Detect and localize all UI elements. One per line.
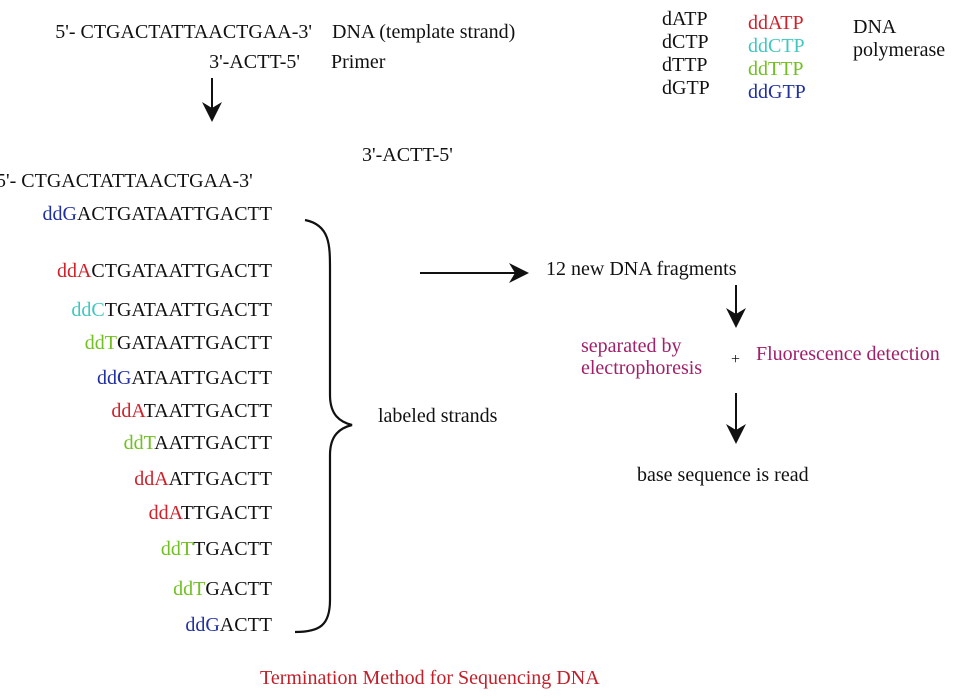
dideoxy-terminator: ddA (134, 468, 169, 490)
dideoxy-terminator: ddC (71, 299, 105, 321)
ddntp-item: ddGTP (748, 81, 806, 103)
fragment-row: ddTAATTGACTT (124, 433, 272, 453)
middle-template: 5'- CTGACTATTAACTGAA-3' (0, 170, 253, 192)
fragment-row: ddGACTT (185, 615, 272, 635)
plus-sign: + (731, 351, 741, 368)
fragment-sequence: TGACTT (193, 538, 272, 560)
fragment-row: ddTGACTT (173, 579, 272, 599)
fragment-sequence: ATAATTGACTT (131, 367, 272, 389)
dideoxy-terminator: ddA (111, 400, 144, 422)
fragment-sequence: CTGATAATTGACTT (91, 260, 272, 282)
fragment-row: ddTGATAATTGACTT (85, 333, 272, 353)
labeled-strands-label: labeled strands (378, 405, 498, 427)
fragment-row: ddACTGATAATTGACTT (57, 261, 272, 281)
ddntp-item: ddCTP (748, 35, 805, 57)
fragment-row: ddATTGACTT (149, 503, 272, 523)
brace (294, 218, 353, 634)
fragment-sequence: TAATTGACTT (143, 400, 272, 422)
separation-label-1: separated by (581, 335, 682, 357)
ddntp-item: ddTTP (748, 58, 804, 80)
primer-label: Primer (331, 51, 386, 73)
dideoxy-terminator: ddG (96, 367, 132, 389)
fragment-sequence: ATTGACTT (168, 468, 272, 490)
fragment-row: ddCTGATAATTGACTT (71, 300, 272, 320)
fragment-sequence: AATTGACTT (154, 432, 272, 454)
fluorescence-label: Fluorescence detection (756, 343, 940, 365)
fragment-row: ddGACTGATAATTGACTT (42, 204, 272, 224)
fragments-count-label: 12 new DNA fragments (546, 258, 737, 280)
enzyme-label-1: DNA (853, 16, 897, 38)
dideoxy-terminator: ddA (148, 502, 181, 524)
dideoxy-terminator: ddG (42, 203, 77, 225)
fragment-sequence: ACTGATAATTGACTT (76, 203, 272, 225)
ddntp-item: ddATP (748, 12, 804, 34)
result-label: base sequence is read (637, 464, 809, 486)
separation-label-2: electrophoresis (581, 357, 703, 379)
fragment-sequence: GACTT (205, 578, 272, 600)
figure-title: Termination Method for Sequencing DNA (260, 667, 600, 689)
dideoxy-terminator: ddT (173, 578, 206, 600)
dideoxy-terminator: ddA (56, 260, 92, 282)
fragment-sequence: TTGACTT (180, 502, 272, 524)
dideoxy-terminator: ddT (123, 432, 155, 454)
fragment-sequence: ACTT (219, 614, 272, 636)
fragment-sequence: GATAATTGACTT (116, 332, 272, 354)
enzyme-label-2: polymerase (853, 39, 946, 61)
fragment-row: ddAATTGACTT (134, 469, 272, 489)
dntp-item: dGTP (662, 77, 710, 99)
primer: 3'-ACTT-5' (209, 51, 300, 73)
dntp-item: dTTP (662, 54, 708, 76)
template-strand: 5'- CTGACTATTAACTGAA-3' (55, 21, 312, 43)
middle-primer: 3'-ACTT-5' (362, 144, 453, 166)
dntp-item: dCTP (662, 31, 709, 53)
dideoxy-terminator: ddG (185, 614, 220, 636)
fragment-row: ddGATAATTGACTT (97, 368, 272, 388)
dntp-item: dATP (662, 8, 708, 30)
dideoxy-terminator: ddT (160, 538, 194, 560)
fragment-row: ddATAATTGACTT (111, 401, 272, 421)
dideoxy-terminator: ddT (84, 332, 117, 354)
fragment-sequence: TGATAATTGACTT (104, 299, 272, 321)
fragment-row: ddTTGACTT (161, 539, 272, 559)
template-label: DNA (template strand) (332, 21, 516, 43)
